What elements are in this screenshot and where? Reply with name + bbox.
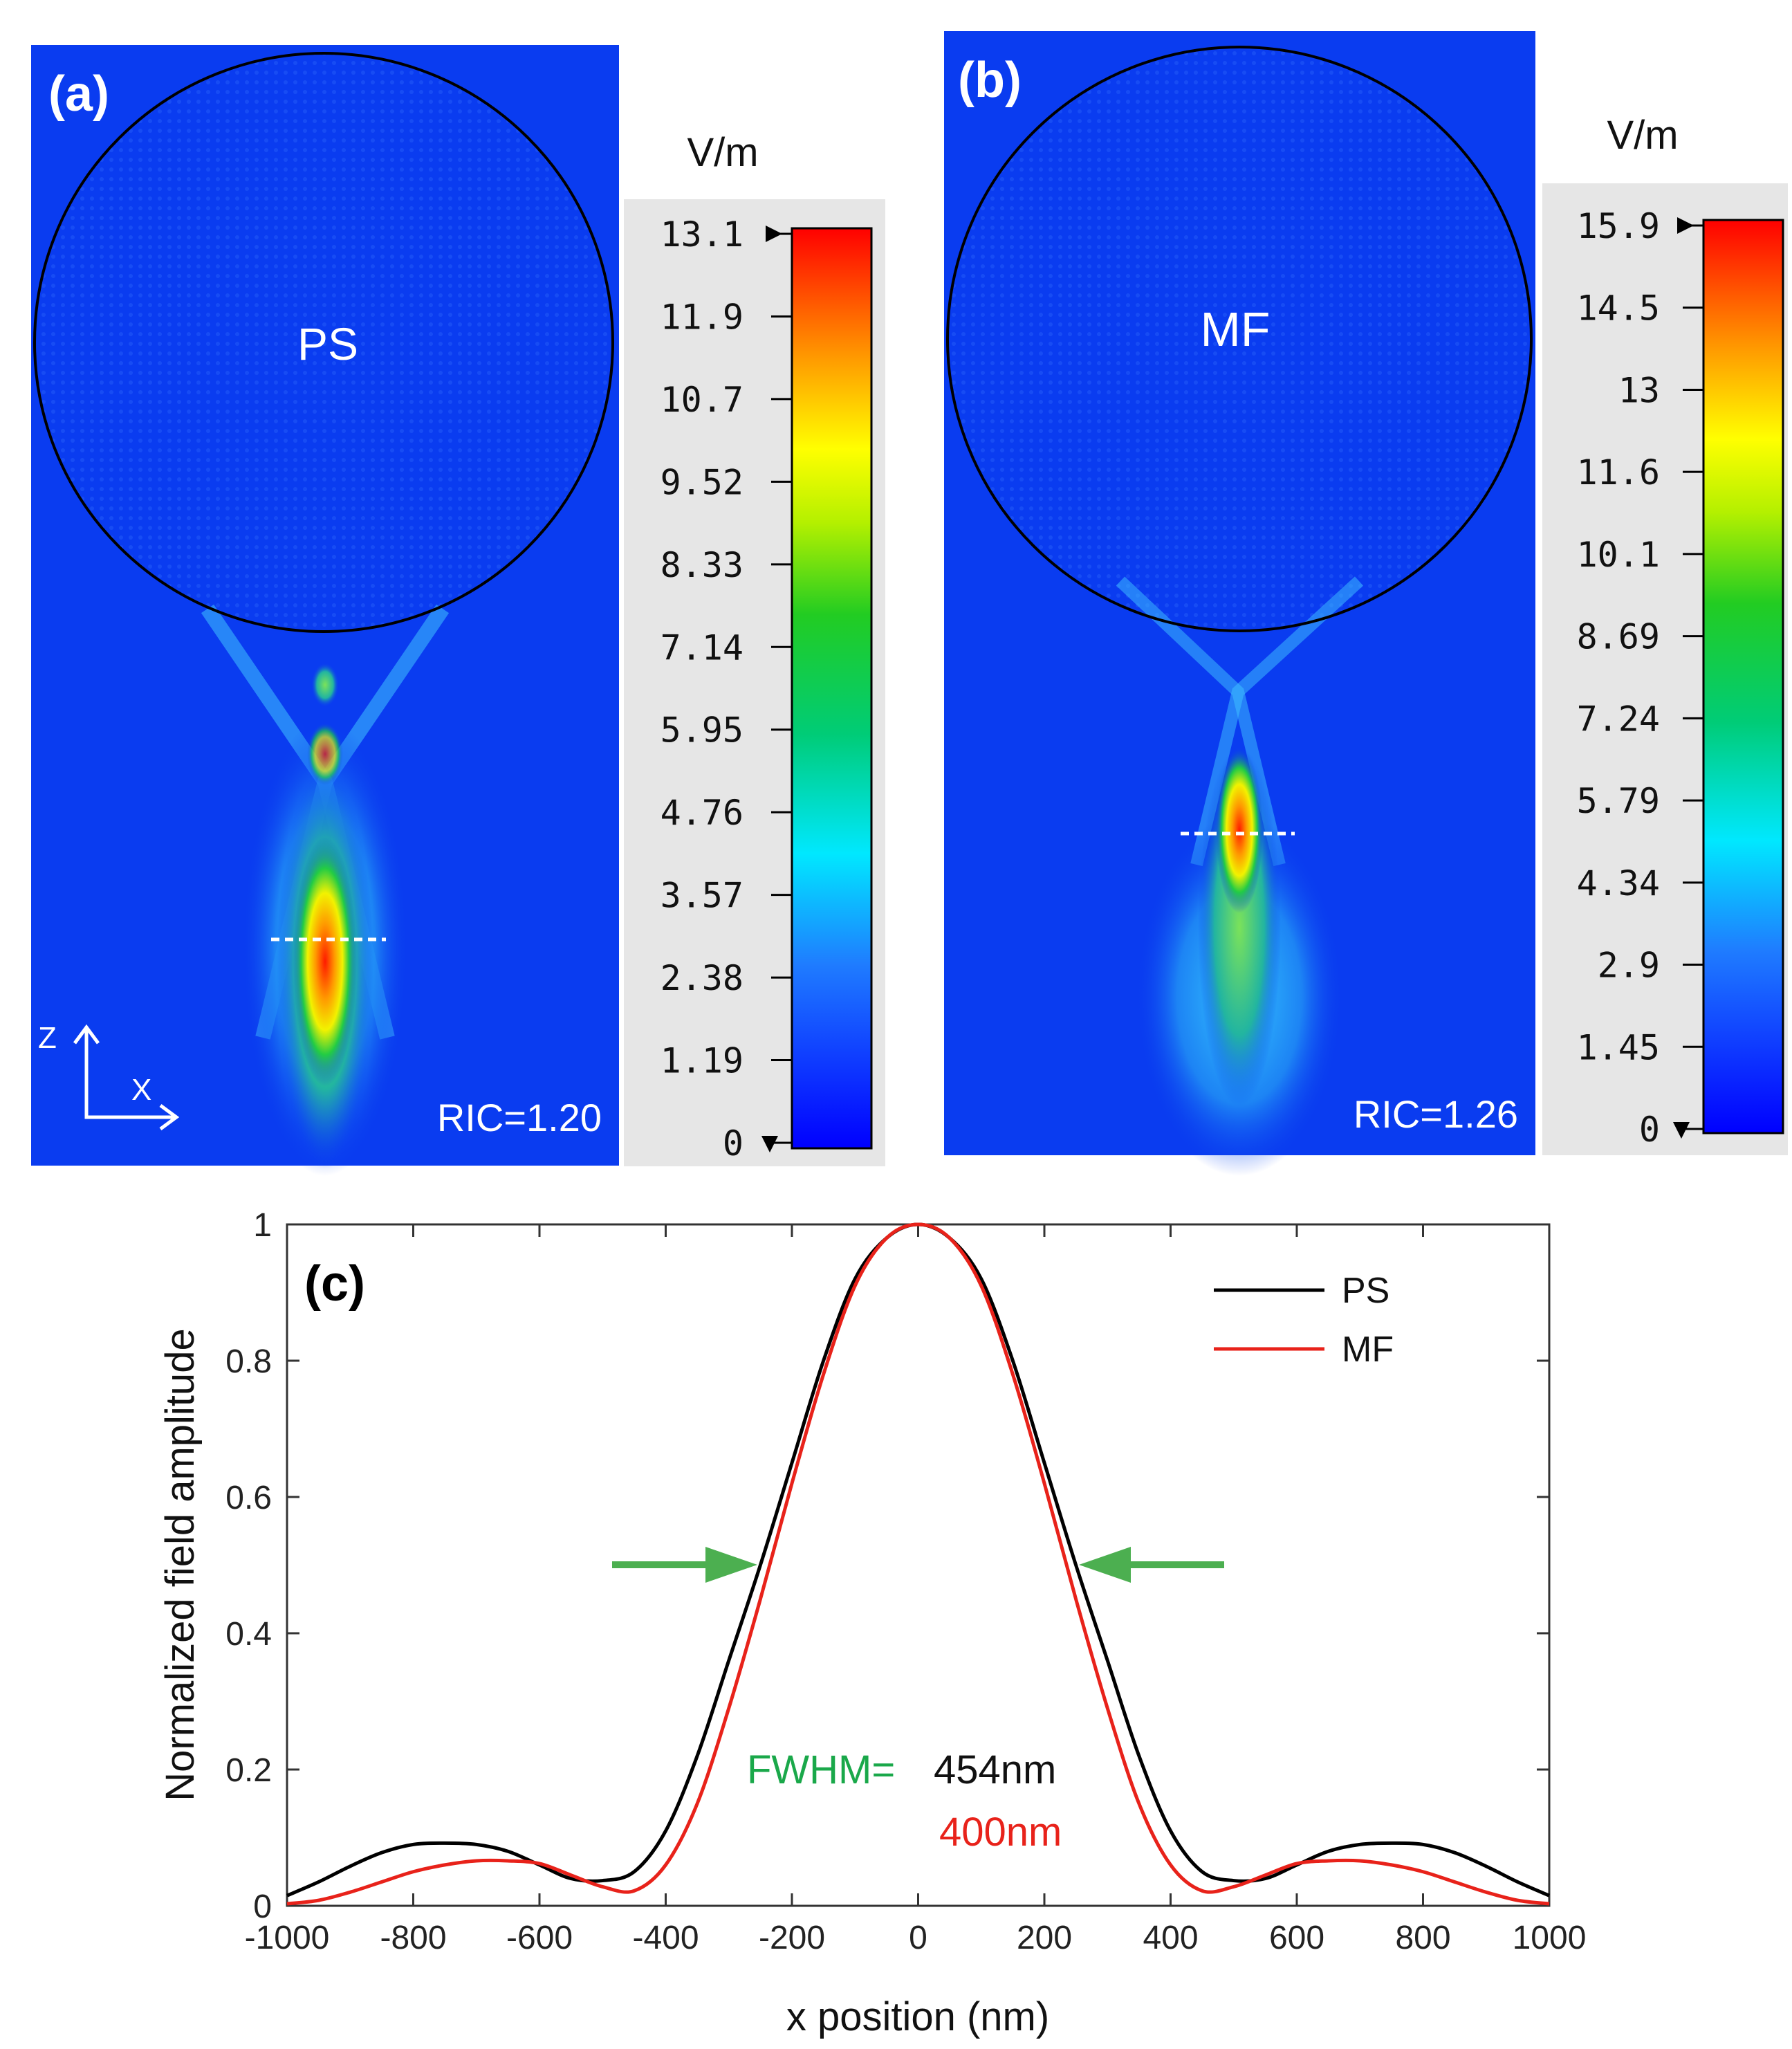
x-tick-label: 600 [1269, 1920, 1324, 1956]
x-tick-label: -400 [632, 1920, 699, 1956]
colorbar-b-tick-label: 14.5 [1577, 288, 1660, 329]
colorbar-b: V/m 15.9 14.5 13 11.6 10.1 8.69 7.24 5.79 4.34 2.… [1542, 113, 1788, 1155]
colorbar-a-tick-label: 8.33 [661, 545, 743, 585]
fwhm-ps-value: 454nm [934, 1747, 1056, 1792]
y-tick-label: 1 [253, 1207, 272, 1244]
panel-b-jet-hotspot [1216, 747, 1263, 913]
panel-c-chart: -1000 -800 -600 -400 -200 0 200 400 600 800 1000 0 0… [158, 1207, 1586, 2039]
colorbar-b-tick-label: 2.9 [1598, 946, 1660, 986]
colorbar-a-bottom-arrow [761, 1136, 778, 1152]
colorbar-a-ticks: 13.1 11.9 10.7 9.52 8.33 7.14 5.95 4.76 3.57 2.38… [661, 214, 792, 1164]
colorbar-b-tick-label: 7.24 [1577, 699, 1660, 739]
colorbar-a-tick-label: 2.38 [661, 958, 743, 998]
y-tick-label: 0.2 [225, 1752, 272, 1789]
fwhm-mf-value: 400nm [939, 1810, 1062, 1855]
colorbar-a-tick-label: 11.9 [661, 297, 743, 337]
x-tick-label: 400 [1143, 1920, 1198, 1956]
x-tick-label: -200 [759, 1920, 825, 1956]
series-line-mf [286, 1222, 1550, 1906]
colorbar-b-tick-label: 1.45 [1577, 1027, 1660, 1067]
colorbar-b-tick-label: 4.34 [1577, 863, 1660, 903]
panel-a-jet-hotspot [293, 837, 357, 1086]
fwhm-arrow-left [612, 1547, 757, 1583]
panel-a-jet-lobe-2 [311, 663, 339, 707]
colorbar-b-tick-label: 8.69 [1577, 617, 1660, 657]
panel-a-ric-label: RIC=1.20 [437, 1096, 602, 1139]
legend-label-mf: MF [1342, 1330, 1394, 1370]
colorbar-b-ticks: 15.9 14.5 13 11.6 10.1 8.69 7.24 5.79 4.34 2.9 1.4… [1577, 206, 1703, 1150]
fwhm-label: FWHM= [747, 1747, 895, 1792]
colorbar-b-tick-label: 13 [1618, 370, 1660, 410]
colorbar-a-unit: V/m [687, 130, 758, 175]
panel-a: (a) PS RIC=1.20 Z X [31, 45, 619, 1176]
legend: PS MF [1214, 1271, 1394, 1370]
plot-frame [286, 1223, 1551, 1907]
colorbar-a-tick-label: 0 [723, 1123, 743, 1164]
colorbar-b-top-arrow [1677, 217, 1694, 234]
colorbar-b-bar [1702, 219, 1784, 1134]
colorbar-b-unit: V/m [1607, 113, 1678, 158]
panel-b: (b) MF RIC=1.26 [944, 31, 1535, 1176]
panel-b-particle-outline [946, 46, 1533, 632]
colorbar-a-tick-label: 3.57 [661, 876, 743, 916]
x-tick-label: 800 [1395, 1920, 1450, 1956]
colorbar-b-tick-label: 10.1 [1577, 535, 1660, 575]
panel-a-interior-ripple [35, 53, 613, 632]
y-tick-label: 0 [253, 1889, 272, 1925]
x-tick-label: -600 [506, 1920, 573, 1956]
colorbar-a-top-arrow [766, 226, 782, 242]
x-axis-label: x position (nm) [786, 1994, 1049, 2039]
panel-a-label: (a) [48, 66, 109, 122]
colorbar-b-tick-label: 5.79 [1577, 781, 1660, 821]
colorbar-a-tick-label: 4.76 [661, 793, 743, 833]
tick-labels: -1000 -800 -600 -400 -200 0 200 400 600 800 1000 0 0… [225, 1207, 1586, 1956]
colorbar-a-bar [791, 227, 873, 1150]
x-tick-label: 1000 [1513, 1920, 1587, 1956]
panel-b-label: (b) [958, 53, 1022, 108]
y-tick-label: 0.4 [225, 1616, 272, 1653]
series-layer [286, 1222, 1550, 1906]
colorbar-a-tick-label: 9.52 [661, 462, 743, 502]
panel-b-interior-ripple [948, 47, 1531, 631]
y-axis-label: Normalized field amplitude [158, 1328, 203, 1801]
colorbar-b-bottom-arrow [1673, 1122, 1690, 1139]
colorbar-b-tick-label: 0 [1639, 1110, 1660, 1150]
y-tick-label: 0.6 [225, 1480, 272, 1516]
x-tick-label: 0 [909, 1920, 927, 1956]
x-tick-label: 200 [1017, 1920, 1072, 1956]
legend-label-ps: PS [1342, 1271, 1389, 1311]
panel-c-label: (c) [304, 1256, 365, 1312]
colorbar-b-tick-label: 15.9 [1577, 206, 1660, 246]
colorbar-a-tick-label: 7.14 [661, 627, 743, 668]
axis-ticks [286, 1223, 1551, 1907]
colorbar-a-tick-label: 5.95 [661, 710, 743, 751]
colorbar-a: V/m 13.1 11.9 10.7 9.52 8.33 7.14 5.95 4.76 3.57… [624, 130, 885, 1166]
panel-b-ric-label: RIC=1.26 [1354, 1092, 1518, 1136]
x-tick-label: -1000 [245, 1920, 330, 1956]
fwhm-arrow-right [1079, 1547, 1224, 1583]
panel-a-particle-outline [33, 52, 614, 633]
colorbar-a-tick-label: 10.7 [661, 380, 743, 420]
panel-b-material-label: MF [1200, 302, 1270, 356]
axis-glyph [73, 1024, 180, 1131]
panel-a-jet-lobe-1 [307, 723, 343, 785]
colorbar-a-tick-label: 1.19 [661, 1041, 743, 1081]
axis-z-label: Z [38, 1021, 57, 1055]
x-tick-label: -800 [380, 1920, 446, 1956]
colorbar-a-tick-label: 13.1 [661, 214, 743, 255]
axis-x-label: X [131, 1073, 151, 1107]
y-tick-label: 0.8 [225, 1343, 272, 1380]
panel-a-material-label: PS [297, 318, 358, 369]
colorbar-b-tick-label: 11.6 [1577, 452, 1660, 493]
